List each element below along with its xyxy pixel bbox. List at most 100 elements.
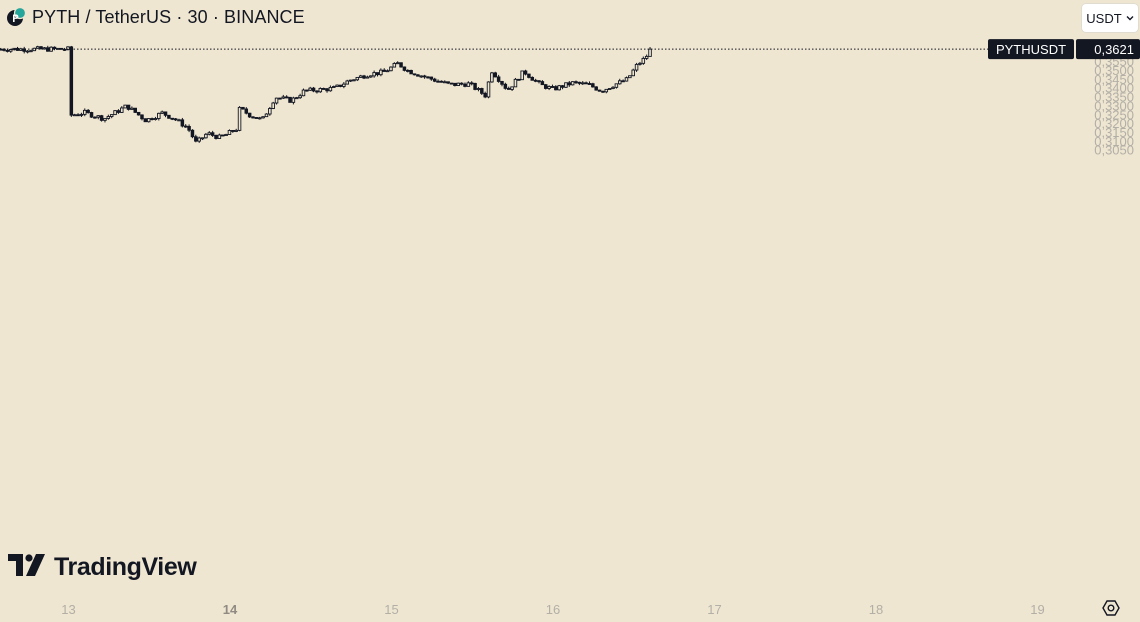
- candle-up: [570, 81, 575, 86]
- candle-down: [247, 112, 252, 118]
- candle-up: [79, 113, 84, 116]
- candle-up: [274, 97, 279, 104]
- candle-up: [318, 87, 323, 93]
- candle-down: [473, 82, 477, 90]
- candle-down: [86, 109, 90, 113]
- candle-up: [109, 114, 114, 117]
- candle-down: [362, 75, 366, 79]
- candle-down: [194, 136, 198, 142]
- candle-up: [83, 109, 87, 115]
- candle-up: [365, 76, 370, 79]
- candle-up: [160, 111, 164, 114]
- candle-up: [580, 82, 585, 85]
- candle-up: [644, 55, 649, 59]
- candle-up: [96, 115, 100, 118]
- candle-up: [624, 77, 629, 82]
- candle-down: [89, 112, 94, 118]
- candle-up: [153, 118, 158, 121]
- gear-icon[interactable]: [1102, 599, 1120, 617]
- candle-down: [574, 81, 578, 84]
- candle-down: [173, 118, 178, 121]
- symbol-title[interactable]: PYTH / TetherUS · 30 · BINANCE: [32, 6, 305, 27]
- candle-up: [443, 81, 447, 84]
- candle-up: [9, 49, 13, 52]
- time-tick-label: 13: [61, 602, 75, 617]
- candle-down: [550, 86, 555, 88]
- candle-up: [224, 134, 228, 137]
- candle-up: [389, 66, 393, 72]
- time-axis[interactable]: 13 14 15 16 17 18 19: [61, 602, 1044, 617]
- candle-down: [5, 49, 10, 52]
- candle-up: [217, 134, 222, 139]
- candle-down: [436, 80, 440, 83]
- candle-up: [227, 130, 232, 135]
- tradingview-watermark[interactable]: TradingView: [8, 551, 197, 583]
- candle-up: [295, 97, 299, 100]
- candle-up: [648, 48, 652, 57]
- candle-down: [446, 81, 450, 84]
- candle-up: [490, 72, 494, 83]
- candle-down: [406, 69, 410, 72]
- candle-down: [62, 48, 67, 51]
- candle-down: [560, 85, 565, 88]
- candles-layer: [0, 45, 652, 143]
- candle-down: [463, 83, 467, 87]
- candle-up: [358, 75, 363, 78]
- candle-down: [52, 46, 57, 50]
- candle-down: [493, 72, 498, 78]
- candle-up: [281, 96, 286, 99]
- candle-up: [42, 47, 47, 50]
- tradingview-logo-text: TradingView: [54, 552, 197, 581]
- candle-down: [180, 119, 185, 127]
- candle-down: [506, 87, 511, 90]
- candle-down: [540, 81, 545, 86]
- candle-up: [557, 85, 561, 91]
- candle-up: [456, 82, 461, 86]
- chevron-down-icon: [1126, 13, 1134, 23]
- candle-up: [614, 83, 619, 88]
- candle-up: [261, 116, 265, 119]
- candle-up: [308, 87, 312, 91]
- candle-up: [379, 69, 383, 76]
- candle-down: [214, 134, 218, 139]
- candle-down: [537, 80, 541, 83]
- candle-up: [200, 137, 205, 140]
- time-tick-label: 16: [546, 602, 560, 617]
- candle-down: [170, 117, 175, 120]
- candle-up: [520, 70, 524, 81]
- candle-up: [29, 50, 33, 53]
- candle-up: [123, 104, 127, 109]
- price-tick-label: 0,3150: [1094, 125, 1134, 140]
- candle-up: [607, 88, 612, 90]
- currency-button[interactable]: USDT: [1082, 4, 1138, 32]
- candle-up: [628, 75, 632, 79]
- candle-up: [547, 86, 551, 89]
- candle-down: [554, 86, 558, 91]
- candle-down: [251, 116, 255, 119]
- candle-up: [510, 86, 514, 90]
- candle-up: [157, 112, 161, 119]
- candle-down: [399, 62, 403, 68]
- candle-up: [264, 113, 269, 118]
- candle-up: [35, 46, 40, 49]
- candle-up: [355, 76, 360, 81]
- candle-up: [106, 116, 111, 119]
- candle-down: [99, 115, 104, 121]
- candle-down: [190, 129, 195, 138]
- candle-up: [204, 133, 208, 139]
- candle-down: [517, 78, 521, 81]
- candle-up: [301, 89, 306, 97]
- last-price-marker: PYTHUSDT 0,3621: [0, 39, 1140, 60]
- price-tick-label: 0,3450: [1094, 72, 1134, 87]
- candle-down: [163, 111, 168, 116]
- candle-down: [284, 96, 289, 99]
- pyth-logo-icon[interactable]: [6, 6, 27, 27]
- candle-down: [315, 90, 319, 93]
- candle-down: [409, 69, 413, 75]
- candle-down: [143, 118, 148, 123]
- candle-up: [466, 82, 471, 87]
- candle-up: [332, 86, 336, 88]
- candle-down: [412, 73, 417, 76]
- candle-up: [103, 117, 107, 121]
